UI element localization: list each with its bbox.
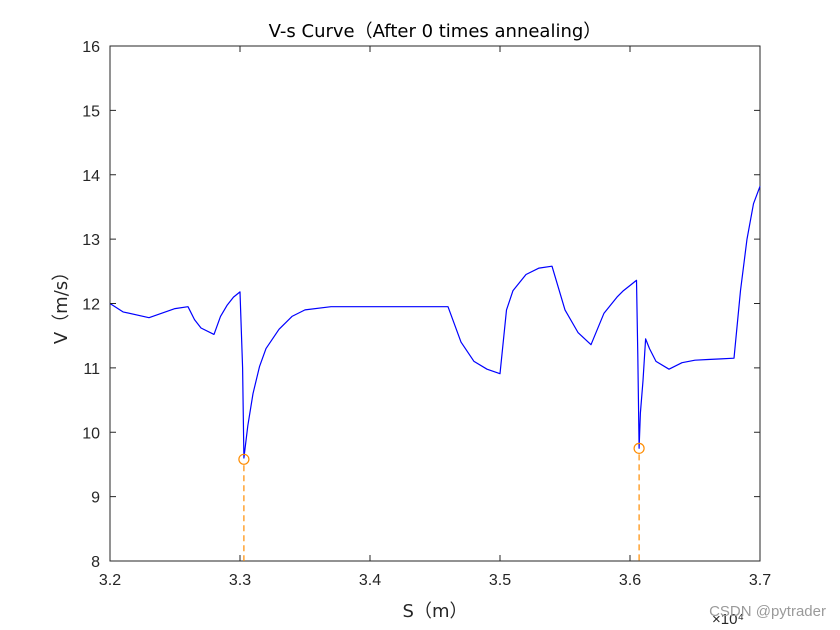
y-tick-label: 15	[82, 103, 100, 120]
series-line	[109, 186, 761, 459]
plot-area	[109, 45, 761, 562]
y-tick-label: 10	[82, 425, 100, 442]
marker-point	[633, 442, 645, 454]
x-tick-label: 3.6	[619, 572, 641, 589]
y-axis: 8 9 10 11 12 13 14 15 16	[82, 39, 760, 571]
marker-point	[238, 453, 250, 465]
y-tick-label: 9	[91, 490, 100, 507]
axes-box	[109, 45, 761, 562]
chart-title: V-s Curve（After 0 times annealing）	[269, 21, 602, 42]
y-tick-label: 14	[82, 168, 100, 185]
x-axis-exponent-label: ×10⁴	[712, 611, 744, 628]
y-axis-label: V（m/s）	[51, 263, 72, 344]
x-tick-label: 3.5	[489, 572, 511, 589]
x-tick-label: 3.2	[99, 572, 121, 589]
y-tick-label: 12	[82, 297, 100, 314]
x-tick-label: 3.3	[229, 572, 251, 589]
y-tick-label: 13	[82, 232, 100, 249]
x-axis: 3.2 3.3 3.4 3.5 3.6 3.7	[99, 46, 771, 589]
watermark: CSDN @pytrader	[709, 603, 826, 620]
x-axis-label: S（m）	[403, 601, 468, 622]
x-tick-label: 3.4	[359, 572, 381, 589]
y-tick-label: 16	[82, 39, 100, 56]
y-tick-label: 11	[83, 361, 100, 378]
x-tick-label: 3.7	[749, 572, 771, 589]
y-tick-label: 8	[91, 554, 100, 571]
